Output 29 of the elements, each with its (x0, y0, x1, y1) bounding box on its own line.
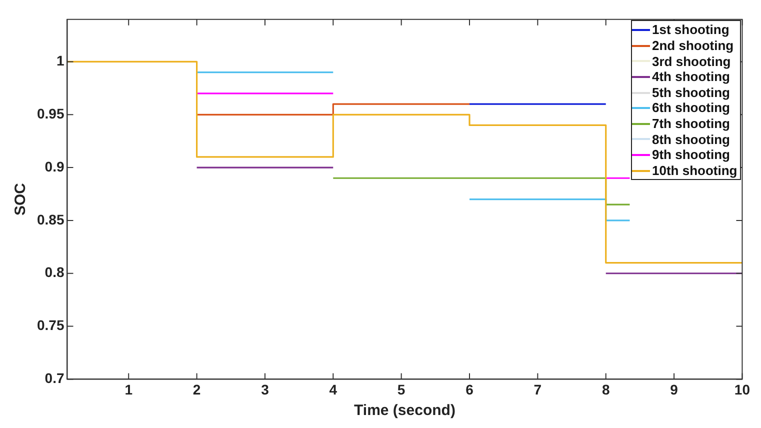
legend-label: 5th shooting (652, 84, 730, 100)
legend-label: 3rd shooting (652, 54, 731, 70)
x-tick-label: 8 (602, 381, 610, 398)
x-tick-label: 2 (192, 381, 201, 398)
y-axis-title: SOC (12, 182, 30, 216)
x-tick-label: 7 (534, 381, 542, 398)
y-tick-label: 0.8 (44, 264, 64, 280)
x-tick-label: 9 (670, 381, 678, 398)
legend-label: 9th shooting (652, 147, 730, 163)
x-tick-label: 3 (261, 381, 270, 398)
y-tick-label: 0.9 (44, 158, 64, 174)
y-tick-label: 0.75 (37, 317, 64, 334)
x-tick-label: 5 (397, 381, 406, 398)
x-tick-label: 4 (329, 381, 338, 398)
legend-label: 10th shooting (652, 162, 738, 178)
y-tick-label: 0.95 (37, 106, 64, 122)
x-axis-title: Time (second) (354, 402, 456, 420)
y-tick-label: 0.7 (44, 370, 64, 386)
legend-label: 8th shooting (652, 132, 730, 148)
legend-label: 4th shooting (652, 69, 730, 85)
legend-label: 1st shooting (652, 22, 730, 38)
x-tick-label: 6 (466, 381, 474, 398)
legend-label: 6th shooting (652, 100, 730, 116)
y-tick-label: 0.85 (37, 211, 64, 228)
y-tick-label: 1 (56, 52, 64, 69)
x-tick-label: 1 (124, 381, 133, 398)
legend-label: 7th shooting (652, 116, 730, 132)
x-tick-label: 10 (734, 381, 750, 398)
legend-label: 2nd shooting (652, 38, 734, 54)
